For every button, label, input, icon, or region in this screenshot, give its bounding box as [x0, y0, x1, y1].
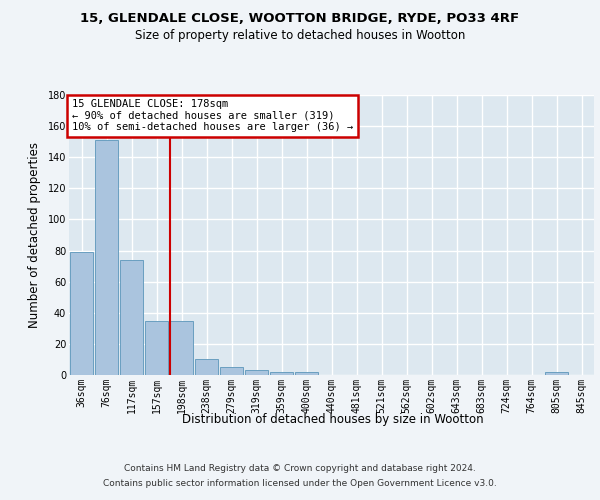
Bar: [170, 320, 193, 375]
Bar: [95, 140, 118, 375]
Text: 15 GLENDALE CLOSE: 178sqm
← 90% of detached houses are smaller (319)
10% of semi: 15 GLENDALE CLOSE: 178sqm ← 90% of detac…: [71, 99, 353, 132]
Bar: [145, 320, 168, 375]
Y-axis label: Number of detached properties: Number of detached properties: [28, 142, 41, 328]
Text: 15, GLENDALE CLOSE, WOOTTON BRIDGE, RYDE, PO33 4RF: 15, GLENDALE CLOSE, WOOTTON BRIDGE, RYDE…: [80, 12, 520, 26]
Bar: [120, 260, 143, 375]
Bar: [295, 372, 318, 375]
Bar: [545, 372, 568, 375]
Bar: [245, 370, 268, 375]
Text: Contains HM Land Registry data © Crown copyright and database right 2024.: Contains HM Land Registry data © Crown c…: [124, 464, 476, 473]
Bar: [270, 372, 293, 375]
Bar: [220, 367, 243, 375]
Text: Distribution of detached houses by size in Wootton: Distribution of detached houses by size …: [182, 412, 484, 426]
Bar: [70, 252, 93, 375]
Text: Contains public sector information licensed under the Open Government Licence v3: Contains public sector information licen…: [103, 479, 497, 488]
Text: Size of property relative to detached houses in Wootton: Size of property relative to detached ho…: [135, 29, 465, 42]
Bar: [195, 360, 218, 375]
